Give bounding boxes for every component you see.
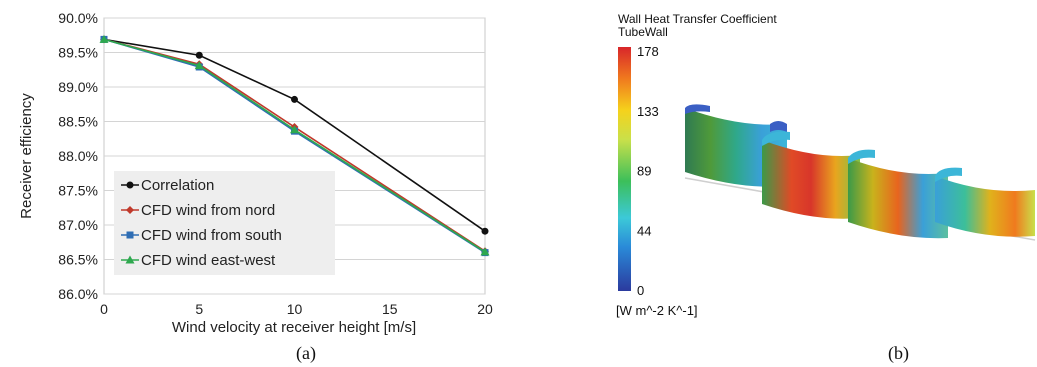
legend: Correlation CFD wind from nord CFD wind fr… (114, 171, 335, 275)
data-point (99, 34, 109, 43)
tube-wall-4 (935, 167, 1035, 237)
legend-label: CFD wind from south (141, 227, 282, 244)
legend-marker (126, 206, 134, 214)
legend-label: CFD wind east-west (141, 252, 276, 269)
series-line (103, 38, 486, 232)
colorbar-tick-label: 0 (637, 283, 644, 298)
caption-a: (a) (296, 343, 316, 363)
legend-background (114, 171, 335, 275)
y-tick-label: 90.0% (58, 10, 98, 26)
y-axis-title: Receiver efficiency (18, 93, 35, 219)
efficiency-line-chart: 86.0% 86.5% 87.0% 87.5% 88.0% 88.5% 89.0% 89.5%… (18, 10, 493, 363)
colorbar-unit: [W m^-2 K^-1] (616, 303, 698, 318)
legend-marker (126, 181, 134, 189)
colorbar-tick-label: 133 (637, 104, 659, 119)
data-point (481, 227, 489, 235)
contour-canvas: Wall Heat Transfer Coefficient TubeWall … (616, 12, 1036, 318)
x-tick-labels: 0 5 10 15 20 (100, 301, 493, 317)
y-tick-label: 88.0% (58, 148, 98, 164)
colorbar-labels: 178 133 89 44 0 (637, 44, 659, 298)
colorbar-tick-label: 89 (637, 164, 651, 179)
data-point (480, 247, 490, 256)
tube-wall-3 (848, 149, 948, 239)
x-tick-label: 0 (100, 301, 108, 317)
colorbar-tick-label: 44 (637, 223, 651, 238)
chart-canvas: 86.0% 86.5% 87.0% 87.5% 88.0% 88.5% 89.0% 89.5%… (18, 10, 493, 336)
y-tick-label: 86.5% (58, 252, 98, 268)
y-tick-label: 87.5% (58, 183, 98, 199)
series-line (103, 38, 486, 253)
tube-wall-1 (685, 104, 787, 187)
tube-wall-2 (762, 131, 860, 219)
data-point (291, 95, 298, 103)
legend-label: Correlation (141, 177, 214, 194)
colorbar (618, 47, 631, 291)
data-point (194, 61, 204, 70)
y-tick-label: 89.0% (58, 79, 98, 95)
data-point (195, 51, 203, 59)
x-tick-label: 20 (477, 301, 493, 317)
caption-b: (b) (888, 343, 909, 363)
x-tick-label: 5 (195, 301, 203, 317)
y-tick-labels: 86.0% 86.5% 87.0% 87.5% 88.0% 88.5% 89.0% 89.5%… (58, 10, 98, 302)
contour-title: Wall Heat Transfer Coefficient (618, 12, 777, 26)
x-tick-label: 15 (382, 301, 398, 317)
y-tick-label: 88.5% (58, 114, 98, 130)
legend-label: CFD wind from nord (141, 202, 275, 219)
legend-item: CFD wind from south (121, 227, 282, 244)
legend-item: CFD wind east-west (121, 252, 276, 269)
data-point (290, 125, 299, 134)
legend-marker (126, 231, 134, 239)
y-tick-label: 87.0% (58, 217, 98, 233)
heat-transfer-contour-panel: Wall Heat Transfer Coefficient TubeWall … (590, 0, 1037, 367)
x-tick-label: 10 (287, 301, 303, 317)
contour-subtitle: TubeWall (618, 25, 668, 39)
legend-item: CFD wind from nord (121, 202, 275, 219)
legend-marker (125, 255, 135, 264)
y-tick-label: 89.5% (58, 45, 98, 61)
x-axis-title: Wind velocity at receiver height [m/s] (172, 319, 416, 336)
y-tick-label: 86.0% (58, 286, 98, 302)
series-4 (99, 34, 490, 256)
colorbar-tick-label: 178 (637, 44, 659, 59)
legend-item: Correlation (121, 177, 214, 194)
series-lines (99, 34, 490, 257)
